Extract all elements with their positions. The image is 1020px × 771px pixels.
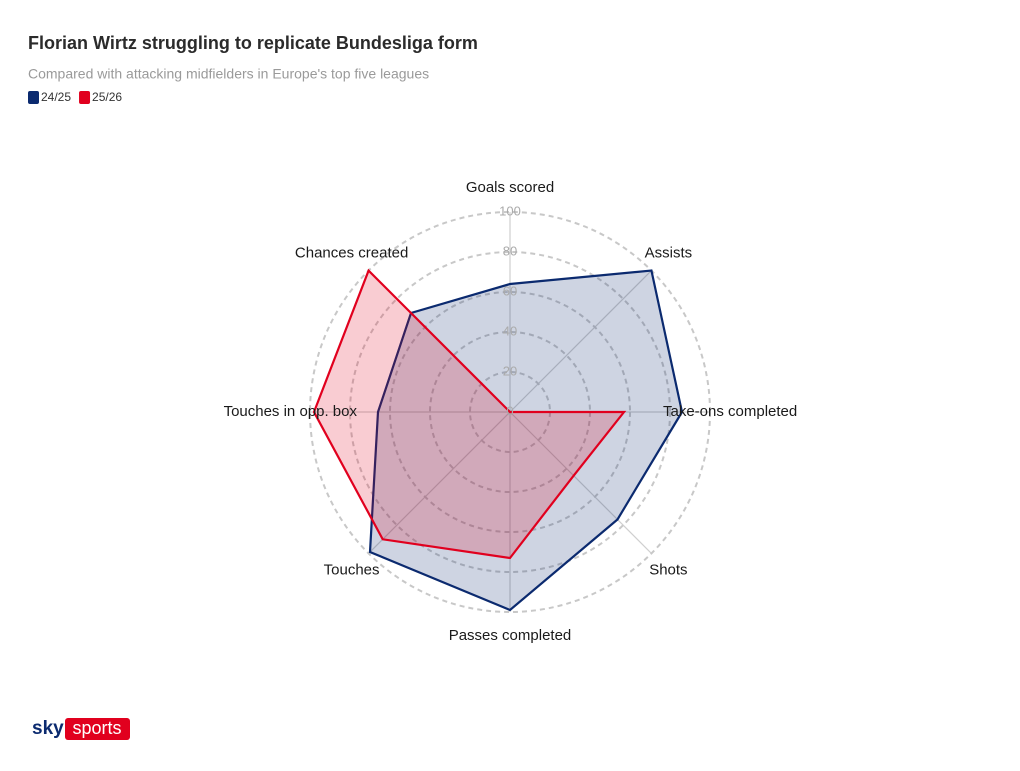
series-area <box>368 269 684 612</box>
category-label: Touches in opp. box <box>224 403 358 420</box>
r-tick-label: 60 <box>503 283 517 298</box>
legend-label: 24/25 <box>41 90 71 104</box>
series-area <box>312 268 627 560</box>
grid-ring <box>349 251 671 573</box>
logo-sports: sports <box>72 718 121 738</box>
r-tick-label: 80 <box>503 243 517 258</box>
spoke <box>509 411 652 554</box>
category-label: Chances created <box>295 245 408 262</box>
category-label: Shots <box>649 561 687 578</box>
legend-label: 25/26 <box>92 90 122 104</box>
legend-swatch <box>79 91 91 104</box>
category-label: Goals scored <box>466 179 554 196</box>
chart-subtitle: Compared with attacking midfielders in E… <box>28 66 429 82</box>
grid-ring <box>389 291 631 533</box>
r-tick-label: 40 <box>503 323 517 338</box>
spoke <box>509 270 652 413</box>
grid-ring <box>309 211 711 613</box>
category-label: Touches <box>324 561 380 578</box>
logo-box <box>65 718 130 740</box>
legend-swatch <box>28 91 39 104</box>
logo-sky: sky <box>32 718 64 739</box>
chart-title: Florian Wirtz struggling to replicate Bu… <box>28 33 478 53</box>
r-tick-label: 100 <box>499 203 521 218</box>
category-label: Assists <box>645 245 693 262</box>
r-tick-label: 0 <box>506 403 513 418</box>
category-label: Take-ons completed <box>663 403 797 420</box>
logo: sky sports <box>32 718 130 740</box>
category-label: Passes completed <box>449 627 572 644</box>
r-tick-label: 20 <box>503 363 517 378</box>
spoke <box>368 411 511 554</box>
